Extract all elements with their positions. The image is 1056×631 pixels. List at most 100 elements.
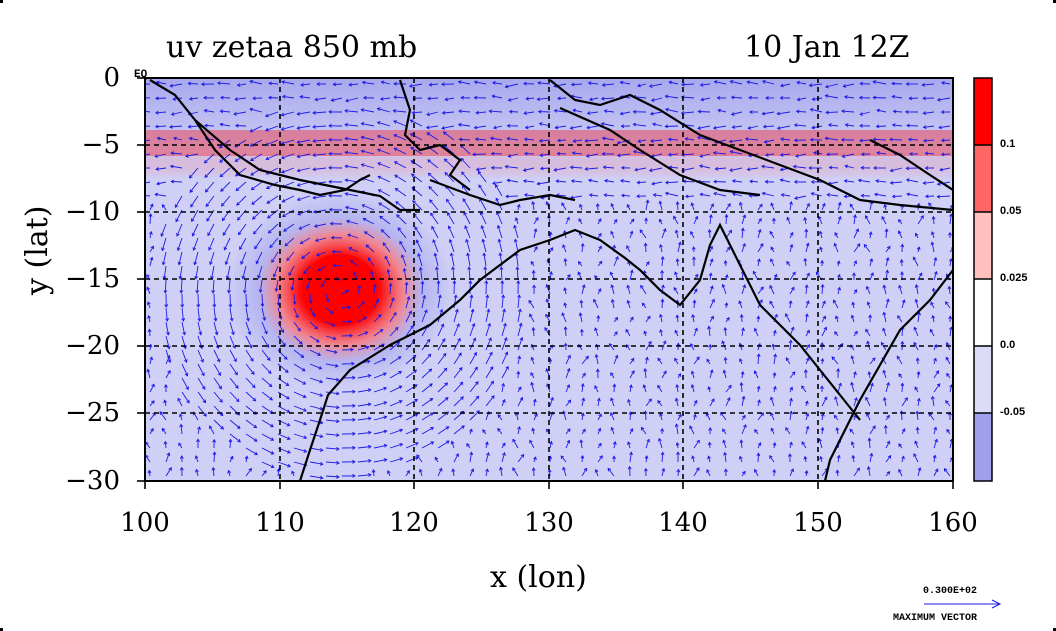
- wind-vector-head: [320, 283, 325, 288]
- wind-vector: [669, 81, 679, 85]
- wind-vector-head: [836, 368, 841, 372]
- wind-vector: [379, 216, 391, 225]
- wind-vector-head: [636, 194, 640, 199]
- wind-vector-head: [769, 454, 773, 459]
- wind-vector: [458, 124, 471, 127]
- wind-vector: [492, 82, 503, 85]
- wind-vector: [572, 152, 583, 155]
- wind-vector: [261, 293, 264, 307]
- wind-vector-head: [328, 179, 332, 184]
- wind-vector: [530, 372, 535, 379]
- wind-vector: [668, 138, 679, 141]
- wind-vector-head: [395, 201, 399, 205]
- wind-vector: [464, 225, 471, 239]
- wind-vector: [162, 204, 167, 211]
- wind-vector-head: [756, 353, 761, 357]
- wind-vector: [741, 371, 744, 379]
- wind-vector: [468, 266, 471, 281]
- wind-vector-head: [467, 266, 472, 270]
- wind-vector-head: [393, 133, 398, 138]
- wind-vector-head: [648, 168, 653, 173]
- wind-vector-head: [531, 467, 536, 471]
- wind-vector-head: [315, 252, 320, 257]
- wind-vector-head: [140, 109, 143, 112]
- wind-vector: [459, 138, 471, 141]
- wind-vector: [259, 279, 263, 293]
- wind-vector: [868, 371, 871, 379]
- wind-vector: [249, 108, 263, 113]
- wind-vector-head: [529, 439, 533, 444]
- wind-vector: [245, 456, 248, 463]
- wind-vector: [515, 253, 519, 267]
- wind-vector: [906, 124, 919, 127]
- wind-vector-head: [584, 138, 589, 143]
- wind-vector-head: [271, 259, 275, 263]
- wind-vector: [475, 138, 487, 141]
- wind-vector: [789, 411, 792, 421]
- wind-vector-head: [891, 81, 895, 86]
- wind-vector: [638, 139, 647, 143]
- wind-vector-head: [328, 193, 332, 198]
- wind-vector: [213, 377, 222, 389]
- wind-vector-head: [833, 242, 838, 247]
- wind-vector: [561, 312, 567, 323]
- wind-vector-head: [600, 122, 605, 126]
- wind-vector-head: [218, 144, 223, 149]
- wind-vector: [650, 139, 663, 142]
- wind-vector: [469, 295, 473, 309]
- equator-label: EQ: [134, 69, 148, 81]
- wind-vector: [463, 212, 471, 225]
- wind-vector: [261, 470, 267, 477]
- wind-vector: [801, 385, 807, 393]
- wind-vector-head: [791, 286, 795, 291]
- wind-vector-head: [234, 97, 238, 102]
- wind-vector-head: [700, 97, 705, 102]
- wind-vector: [531, 344, 535, 351]
- wind-vector-head: [803, 369, 808, 373]
- wind-vector: [793, 165, 807, 169]
- wind-vector: [469, 468, 474, 477]
- wind-vector-head: [601, 152, 606, 156]
- wind-vector-head: [530, 372, 534, 376]
- wind-vector: [741, 214, 746, 225]
- wind-vector-head: [626, 284, 631, 289]
- wind-vector-head: [201, 372, 205, 377]
- wind-vector-head: [601, 136, 606, 141]
- wind-vector-head: [569, 165, 574, 170]
- wind-vector-head: [867, 437, 872, 442]
- wind-vector: [805, 243, 809, 253]
- wind-vector-head: [905, 178, 910, 183]
- wind-vector-head: [891, 194, 896, 199]
- wind-vector-head: [328, 165, 332, 170]
- wind-vector-head: [684, 137, 689, 141]
- wind-vector-head: [212, 304, 217, 308]
- wind-vector: [588, 179, 599, 183]
- wind-vector: [805, 344, 810, 351]
- wind-vector-head: [820, 357, 825, 362]
- wind-vector: [789, 201, 792, 211]
- wind-vector: [723, 440, 727, 449]
- wind-vector-head: [854, 397, 858, 402]
- wind-vector: [805, 314, 808, 323]
- wind-vector: [192, 223, 199, 236]
- wind-vector: [836, 427, 839, 435]
- wind-vector: [657, 357, 663, 365]
- wind-vector: [363, 218, 375, 225]
- wind-vector: [165, 355, 171, 365]
- wind-vector-head: [280, 112, 285, 117]
- wind-vector-head: [200, 82, 205, 87]
- wind-vector: [309, 349, 321, 356]
- wind-vector: [188, 82, 199, 85]
- wind-vector: [665, 108, 679, 113]
- wind-vector: [645, 341, 652, 351]
- wind-vector-head: [177, 261, 182, 266]
- wind-vector-head: [344, 108, 348, 113]
- wind-vector-head: [765, 96, 769, 100]
- wind-vector: [529, 313, 535, 323]
- wind-vector-head: [334, 363, 339, 368]
- wind-vector: [885, 415, 890, 421]
- wind-vector-head: [795, 109, 800, 114]
- wind-vector-head: [557, 138, 561, 143]
- wind-vector-head: [632, 109, 637, 114]
- wind-vector-head: [446, 198, 450, 203]
